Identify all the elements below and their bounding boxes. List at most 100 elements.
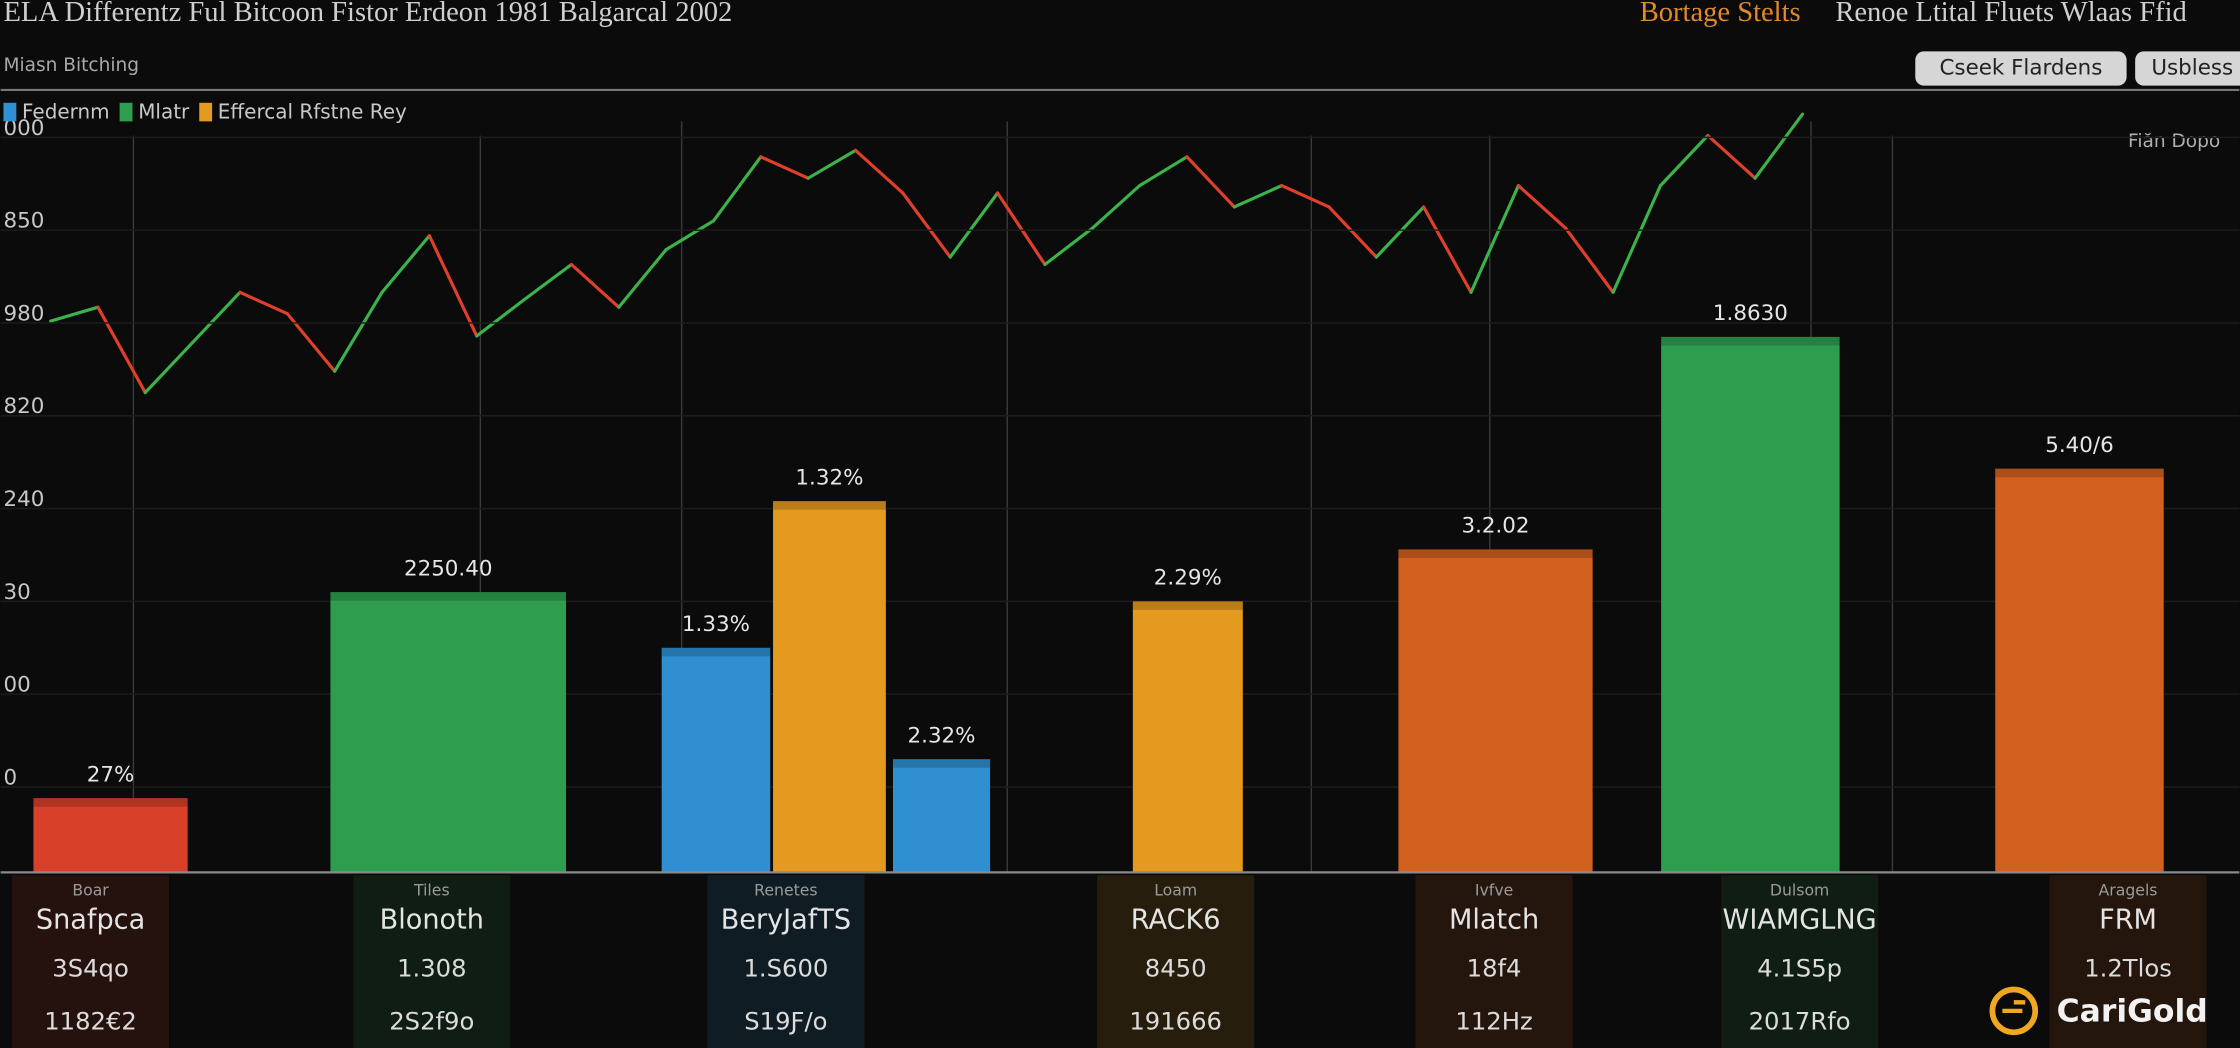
row-name: Blonoth <box>380 904 484 935</box>
table-cell: S19Ƒ/o <box>744 1006 827 1035</box>
table-cell: 18f4 <box>1467 953 1522 982</box>
candle-segment <box>1043 226 1094 267</box>
y-tick-label: 30 <box>3 580 30 605</box>
button[interactable] <box>1915 51 2127 86</box>
column-header: Tiles <box>413 880 450 899</box>
candle-segment <box>617 248 668 309</box>
y-tick-label: 0 <box>3 765 17 790</box>
button-label[interactable]: Usbless <box>2151 56 2233 81</box>
candle-segment <box>759 155 810 180</box>
table-cell: 1.S600 <box>743 953 828 982</box>
column-header: Renetes <box>754 880 817 899</box>
column-header: Loam <box>1154 880 1197 899</box>
column-header: Ivfve <box>1475 880 1513 899</box>
candle-segment <box>1469 184 1520 294</box>
y-tick-label: 00 <box>3 673 30 698</box>
candle-segment <box>380 234 431 294</box>
candle-segment <box>191 290 242 345</box>
column-header: Aragels <box>2099 880 2158 899</box>
data-label: 1.33% <box>682 612 750 637</box>
y-tick-label: 820 <box>3 394 44 419</box>
candle-segment <box>948 191 1000 259</box>
candle-segment <box>427 234 479 338</box>
button-label[interactable]: Cseek Flardens <box>1939 56 2102 81</box>
candle-segment <box>1516 184 1568 230</box>
logo: CariGold <box>1989 986 2208 1036</box>
table-cell: 2017Rfo <box>1749 1006 1851 1035</box>
data-label: 5.40/6 <box>2045 433 2114 458</box>
bar <box>1398 549 1593 873</box>
table-cell: 1.308 <box>397 953 466 982</box>
candle-segment <box>475 298 526 338</box>
column-header: Dulsom <box>1770 880 1829 899</box>
bar-top-shade <box>1132 601 1243 610</box>
bar <box>661 647 771 873</box>
column-header: Boar <box>72 880 109 899</box>
bar-top-shade <box>661 647 771 657</box>
candle-segment <box>806 148 858 180</box>
candle-segment <box>1706 133 1757 180</box>
candle-segment <box>664 219 716 252</box>
candle-segment <box>853 148 905 195</box>
page-title: ELA Differentz Ful Bitcoon Fistor Erdeon… <box>3 0 732 28</box>
table-cell: 191666 <box>1129 1006 1222 1035</box>
candle-segment <box>1232 184 1284 209</box>
candle-segment <box>1564 226 1615 294</box>
legend-label: Effercal Rfstne Rey <box>218 99 407 123</box>
candle-segment <box>143 340 195 395</box>
table-cell: 8450 <box>1145 953 1207 982</box>
column-shade <box>1415 875 1573 1048</box>
bar <box>1995 468 2164 873</box>
candle-segment <box>711 155 763 223</box>
table-cell: 1.2Tlos <box>2084 953 2172 982</box>
data-label: 2.32% <box>908 723 976 748</box>
data-label: 1.32% <box>795 465 863 490</box>
bar <box>1661 336 1840 873</box>
candle-segment <box>522 262 573 302</box>
legend-swatch <box>199 102 213 122</box>
column-shade <box>1097 875 1255 1048</box>
candle-segment <box>1422 205 1473 294</box>
table-cell: 1182€2 <box>44 1006 137 1035</box>
column-shade <box>353 875 511 1048</box>
data-label: 3.2.02 <box>1461 514 1529 539</box>
legend-swatch <box>3 102 17 122</box>
candle-segment <box>1753 112 1805 180</box>
button[interactable] <box>2135 51 2240 86</box>
subtitle: Miasn Bitching <box>3 55 139 76</box>
data-label: 1.8630 <box>1713 301 1788 326</box>
candle-segment <box>1374 205 1426 259</box>
table-cell: 3S4qo <box>52 953 129 982</box>
candle-segment <box>1090 184 1142 230</box>
row-name: Snafpca <box>36 904 145 935</box>
candle-segment <box>995 191 1047 267</box>
table-cell: 112Hz <box>1455 1006 1532 1035</box>
candle-segment <box>901 191 952 259</box>
row-name: RACK6 <box>1131 904 1221 935</box>
row-name: Mlatch <box>1449 904 1539 935</box>
bar <box>773 501 886 873</box>
subtitle-right: Renoe Ltital Fluets Wlaas Ffid <box>1835 0 2187 28</box>
candle-segment <box>1185 155 1236 209</box>
row-name: BeryJafTS <box>721 904 851 935</box>
bar <box>1132 601 1243 873</box>
bar-top-shade <box>330 592 567 601</box>
row-name: FRM <box>2099 904 2157 935</box>
legend-swatch <box>119 102 133 122</box>
candle-segment <box>1611 184 1663 294</box>
y-tick-label: 240 <box>3 487 44 512</box>
legend-label: Mlatr <box>138 99 190 123</box>
chart-note: Fiăn Dopo <box>2128 131 2220 152</box>
candle-segment <box>1658 133 1710 188</box>
logo-icon <box>2002 1000 2026 1014</box>
candle-segment <box>1138 155 1189 188</box>
logo-text: CariGold <box>2057 993 2208 1029</box>
column-shade <box>707 875 865 1048</box>
logo-icon <box>1989 986 2039 1036</box>
bar-top-shade <box>1661 336 1840 346</box>
data-label: 2250.40 <box>404 556 493 581</box>
candle-segment <box>569 262 621 309</box>
